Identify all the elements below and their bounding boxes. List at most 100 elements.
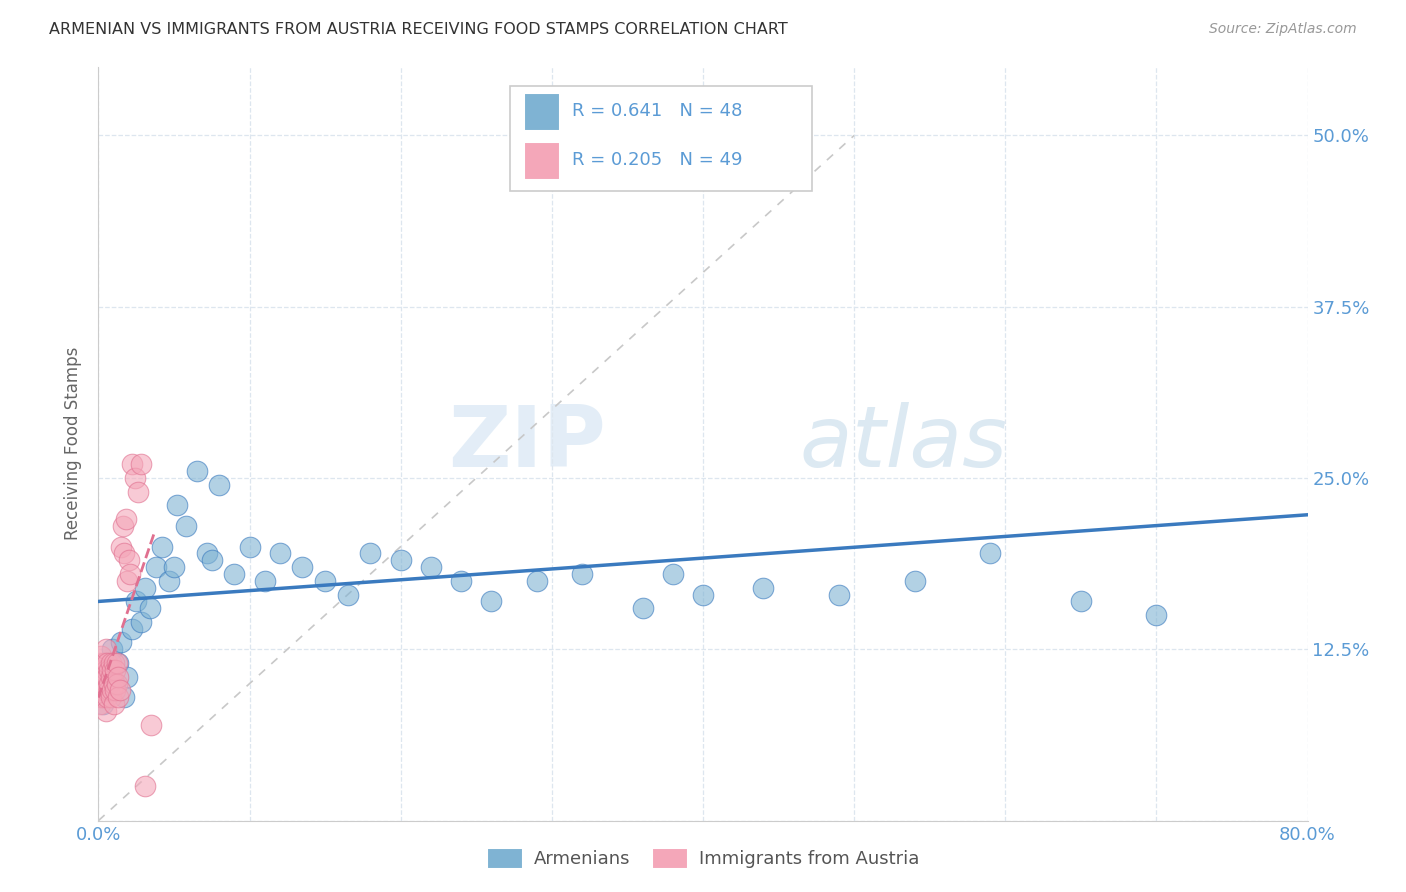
- Point: [90, 649, 112, 664]
- Point: [526, 574, 548, 588]
- Point: [571, 566, 593, 581]
- Point: [91, 683, 114, 698]
- Point: [108, 683, 131, 698]
- Point: [692, 588, 714, 602]
- Point: [104, 683, 127, 698]
- Point: [125, 594, 148, 608]
- Point: [94, 642, 117, 657]
- Point: [112, 690, 135, 705]
- Point: [91, 697, 114, 711]
- Point: [91, 663, 114, 677]
- Point: [129, 458, 152, 472]
- Text: atlas: atlas: [800, 402, 1008, 485]
- Point: [145, 560, 167, 574]
- Point: [201, 553, 224, 567]
- Point: [98, 676, 121, 690]
- Point: [420, 560, 443, 574]
- Point: [110, 635, 132, 649]
- Point: [101, 642, 124, 657]
- Point: [269, 546, 291, 560]
- Point: [291, 560, 314, 574]
- Point: [105, 656, 128, 670]
- Point: [163, 560, 186, 574]
- Point: [93, 656, 115, 670]
- Point: [1144, 608, 1167, 623]
- Point: [208, 478, 231, 492]
- Point: [104, 663, 127, 677]
- Point: [166, 499, 188, 513]
- Point: [98, 683, 121, 698]
- Point: [1070, 594, 1092, 608]
- Point: [737, 142, 759, 156]
- Point: [112, 546, 135, 560]
- Point: [979, 546, 1001, 560]
- Point: [101, 663, 124, 677]
- Point: [90, 683, 112, 698]
- Point: [110, 540, 132, 554]
- Point: [93, 676, 115, 690]
- Bar: [524, 142, 561, 180]
- Point: [631, 601, 654, 615]
- Point: [134, 581, 156, 595]
- Point: [100, 656, 122, 670]
- Point: [96, 670, 118, 684]
- Point: [96, 656, 118, 670]
- Point: [100, 670, 122, 684]
- Point: [111, 519, 134, 533]
- Point: [98, 683, 121, 698]
- Point: [828, 588, 851, 602]
- Point: [127, 484, 149, 499]
- Point: [107, 670, 129, 684]
- Y-axis label: Receiving Food Stamps: Receiving Food Stamps: [65, 347, 83, 541]
- Point: [139, 601, 162, 615]
- Point: [159, 574, 181, 588]
- Point: [103, 656, 125, 670]
- FancyBboxPatch shape: [509, 86, 811, 191]
- Point: [150, 540, 173, 554]
- Point: [115, 574, 138, 588]
- Point: [100, 690, 122, 705]
- Point: [98, 663, 121, 677]
- Point: [91, 670, 114, 684]
- Point: [134, 780, 156, 794]
- Point: [105, 676, 128, 690]
- Text: ARMENIAN VS IMMIGRANTS FROM AUSTRIA RECEIVING FOOD STAMPS CORRELATION CHART: ARMENIAN VS IMMIGRANTS FROM AUSTRIA RECE…: [49, 22, 787, 37]
- Legend: Armenians, Immigrants from Austria: Armenians, Immigrants from Austria: [479, 840, 927, 876]
- Point: [389, 553, 412, 567]
- Point: [129, 615, 152, 629]
- Point: [186, 464, 208, 478]
- Point: [239, 540, 262, 554]
- Point: [120, 566, 142, 581]
- Point: [93, 690, 115, 705]
- Point: [94, 704, 117, 718]
- Point: [253, 574, 276, 588]
- Point: [481, 594, 503, 608]
- Point: [103, 697, 125, 711]
- Point: [96, 690, 118, 705]
- Bar: [524, 94, 561, 131]
- Point: [124, 471, 146, 485]
- Point: [224, 566, 246, 581]
- Point: [360, 546, 382, 560]
- Point: [174, 519, 197, 533]
- Text: R = 0.205   N = 49: R = 0.205 N = 49: [572, 152, 742, 169]
- Point: [104, 676, 127, 690]
- Point: [103, 676, 125, 690]
- Point: [314, 574, 336, 588]
- Text: ZIP: ZIP: [449, 402, 606, 485]
- Point: [90, 690, 112, 705]
- Point: [107, 656, 129, 670]
- Point: [94, 663, 117, 677]
- Point: [114, 512, 136, 526]
- Point: [118, 553, 141, 567]
- Point: [89, 656, 111, 670]
- Text: R = 0.641   N = 48: R = 0.641 N = 48: [572, 103, 742, 120]
- Point: [121, 458, 143, 472]
- Point: [94, 683, 117, 698]
- Point: [195, 546, 218, 560]
- Point: [115, 670, 138, 684]
- Point: [101, 683, 124, 698]
- Point: [141, 717, 163, 731]
- Point: [661, 566, 683, 581]
- Point: [450, 574, 472, 588]
